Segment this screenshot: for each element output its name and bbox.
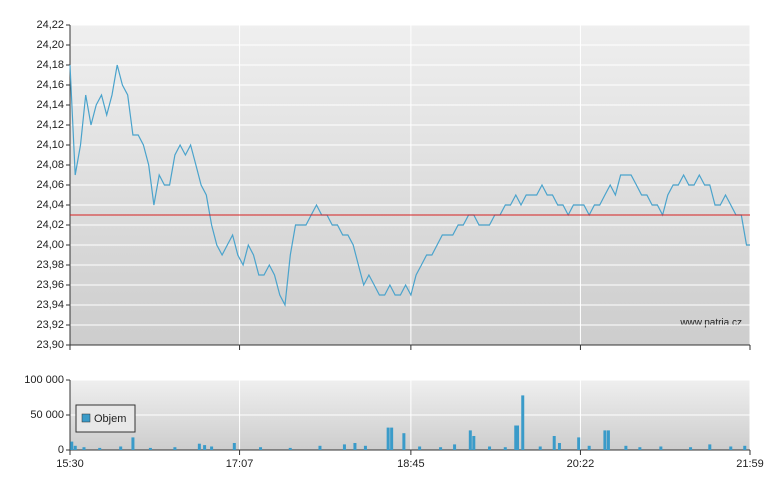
volume-bar <box>552 436 556 450</box>
volume-bar <box>743 445 747 450</box>
y-tick-label: 24,16 <box>36 79 64 91</box>
volume-bar <box>488 446 492 450</box>
volume-bar <box>98 447 102 450</box>
volume-bar <box>514 425 518 450</box>
legend-swatch <box>81 413 91 423</box>
volume-bar <box>259 447 263 450</box>
y-tick-label: 24,02 <box>36 219 64 231</box>
volume-bar <box>70 441 74 450</box>
y-tick-label: 100 000 <box>24 374 64 386</box>
x-tick-label: 17:07 <box>226 458 254 470</box>
price-line <box>69 64 750 308</box>
y-tick-label: 23,94 <box>36 299 64 311</box>
volume-bar <box>538 446 542 450</box>
volume-bar <box>119 446 123 450</box>
volume-bar <box>232 443 236 450</box>
y-tick-label: 24,10 <box>36 139 64 151</box>
y-tick-label: 24,04 <box>36 199 64 211</box>
volume-bar <box>659 446 663 450</box>
y-tick-label: 0 <box>58 444 64 456</box>
watermark: www.patria.cz <box>679 318 742 329</box>
volume-bar <box>197 443 201 450</box>
x-tick-label: 15:30 <box>56 458 84 470</box>
volume-bar <box>402 433 406 450</box>
volume-bar <box>386 427 390 450</box>
y-tick-label: 24,20 <box>36 39 64 51</box>
volume-bar <box>606 430 610 450</box>
volume-bar <box>503 447 507 450</box>
volume-bar <box>82 447 86 450</box>
y-tick-label: 23,92 <box>36 319 64 331</box>
volume-bar <box>624 445 628 450</box>
volume-bar <box>472 436 476 450</box>
volume-bar <box>390 427 394 450</box>
y-tick-label: 24,12 <box>36 119 64 131</box>
volume-bar <box>577 437 581 450</box>
y-tick-label: 24,08 <box>36 159 64 171</box>
volume-bar <box>729 446 733 450</box>
volume-bar <box>353 443 357 450</box>
volume-bar <box>453 444 457 450</box>
volume-bar <box>210 446 214 450</box>
y-tick-label: 24,22 <box>36 19 64 31</box>
y-tick-label: 24,18 <box>36 59 64 71</box>
volume-bar <box>173 447 177 450</box>
volume-bar <box>603 430 607 450</box>
volume-bar <box>148 447 152 450</box>
volume-bar <box>318 445 322 450</box>
y-tick-label: 23,96 <box>36 279 64 291</box>
volume-bar <box>521 395 525 450</box>
volume-bar <box>363 445 367 450</box>
volume-bar <box>418 446 422 450</box>
y-tick-label: 24,06 <box>36 179 64 191</box>
volume-bar <box>708 444 712 450</box>
volume-bar <box>516 425 520 450</box>
x-tick-label: 20:22 <box>567 458 595 470</box>
volume-bar <box>439 447 443 450</box>
y-tick-label: 23,98 <box>36 259 64 271</box>
y-tick-label: 24,14 <box>36 99 64 111</box>
legend-label: Objem <box>94 413 126 425</box>
y-tick-label: 23,90 <box>36 339 64 351</box>
volume-bar <box>557 443 561 450</box>
y-tick-label: 50 000 <box>30 409 64 421</box>
volume-bar <box>468 430 472 450</box>
volume-bar <box>689 447 693 450</box>
volume-bar <box>288 447 292 450</box>
volume-bar <box>638 447 642 450</box>
x-tick-label: 18:45 <box>397 458 425 470</box>
volume-bar <box>73 445 77 450</box>
volume-bar <box>587 445 591 450</box>
volume-bar <box>203 445 207 450</box>
x-tick-label: 21:59 <box>736 458 764 470</box>
volume-bar <box>131 437 135 450</box>
volume-bar <box>342 444 346 450</box>
y-tick-label: 24,00 <box>36 239 64 251</box>
